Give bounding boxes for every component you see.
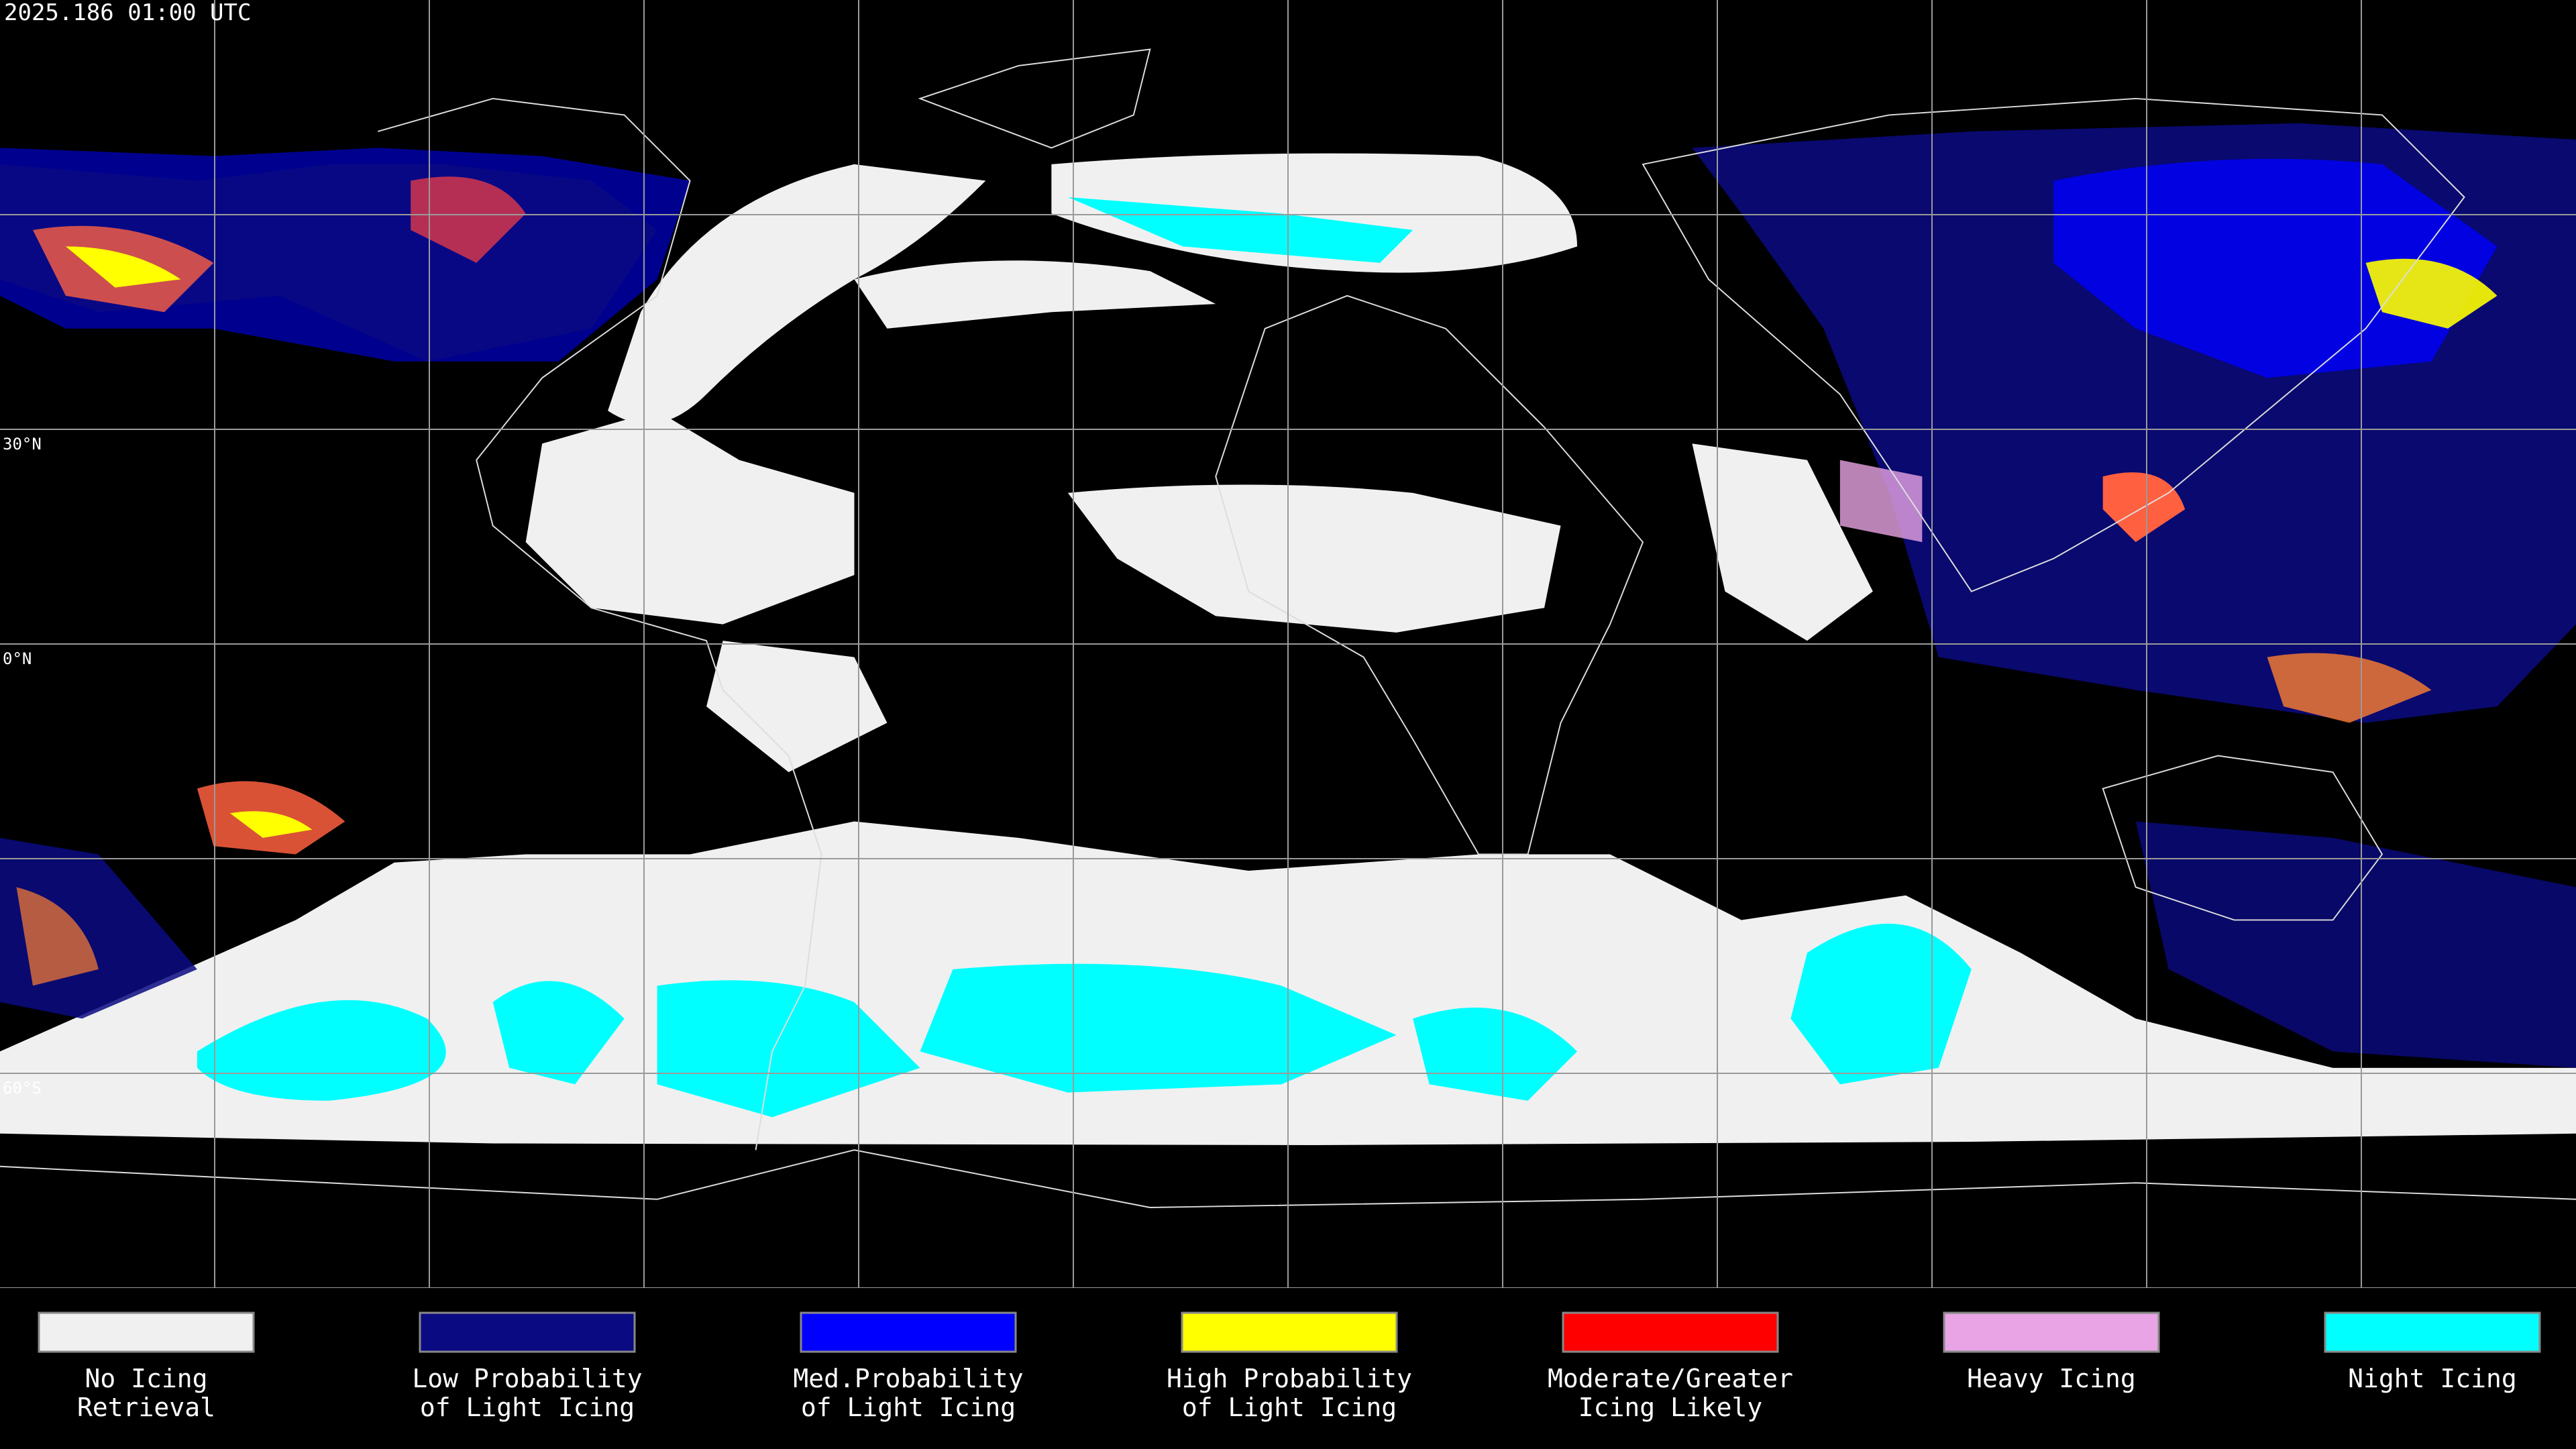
legend-label: Med.Probability <box>793 1364 1023 1393</box>
legend-label: Night Icing <box>2348 1364 2517 1393</box>
legend-label: of Light Icing <box>1182 1393 1397 1422</box>
legend-swatch <box>2324 1311 2541 1353</box>
legend-swatch <box>419 1311 636 1353</box>
legend-swatch <box>800 1311 1017 1353</box>
legend-swatch <box>1943 1311 2160 1353</box>
timestamp: 2025.186 01:00 UTC <box>4 0 251 26</box>
legend-swatch <box>1562 1311 1779 1353</box>
legend-label: of Light Icing <box>420 1393 635 1422</box>
legend-label: Moderate/Greater <box>1548 1364 1793 1393</box>
legend-swatch <box>1181 1311 1398 1353</box>
latitude-label: 30°N <box>3 435 42 453</box>
legend-label: No Icing <box>85 1364 207 1393</box>
legend-label: High Probability <box>1167 1364 1412 1393</box>
latitude-labels: 30°N 0°N 60°S <box>3 435 42 1097</box>
legend-label: Low Probability <box>412 1364 642 1393</box>
legend-label: Retrieval <box>77 1393 215 1422</box>
latitude-label: 0°N <box>3 649 32 668</box>
legend-label: Heavy Icing <box>1967 1364 2136 1393</box>
legend-label: Icing Likely <box>1578 1393 1763 1422</box>
legend-swatch <box>38 1311 255 1353</box>
latitude-label: 60°S <box>3 1079 42 1097</box>
legend-label: of Light Icing <box>801 1393 1016 1422</box>
graticule <box>0 0 2576 1289</box>
